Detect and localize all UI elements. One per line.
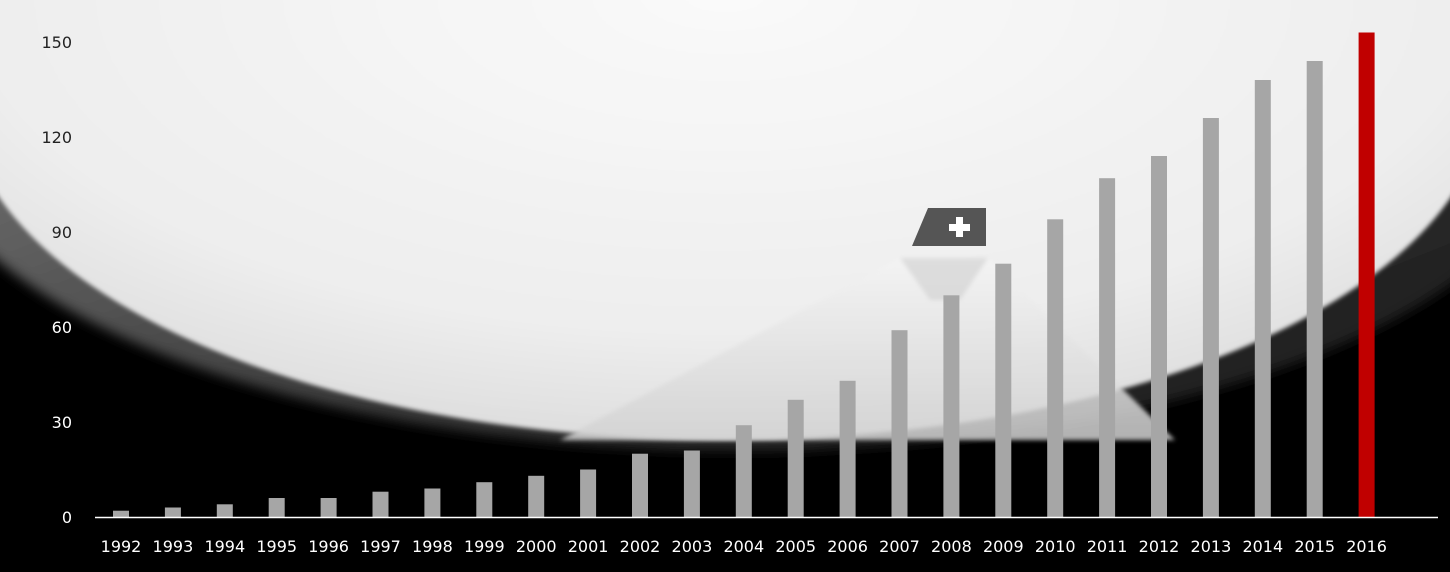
- bar-2009: [995, 263, 1012, 517]
- x-tick-label: 1995: [256, 537, 297, 556]
- y-tick-label: 120: [41, 128, 72, 147]
- y-axis-ticks: 0 30 60 90 120 150: [41, 33, 72, 527]
- x-tick-label: 2003: [672, 537, 713, 556]
- x-tick-label: 2013: [1191, 537, 1232, 556]
- y-tick-label: 0: [62, 508, 72, 527]
- bar-1998: [424, 488, 441, 517]
- y-tick-label: 90: [52, 223, 72, 242]
- bar-2006: [839, 380, 856, 517]
- x-tick-label: 2002: [620, 537, 661, 556]
- bar-2012: [1151, 156, 1167, 517]
- x-tick-label: 2012: [1139, 537, 1180, 556]
- bar-1993: [164, 507, 181, 517]
- x-tick-label: 2016: [1346, 537, 1387, 556]
- bar-1995: [268, 498, 285, 517]
- bar-2011: [1099, 178, 1116, 517]
- bar-2008: [943, 295, 960, 517]
- y-tick-label: 60: [52, 318, 72, 337]
- x-tick-label: 1998: [412, 537, 453, 556]
- y-tick-label: 30: [52, 413, 72, 432]
- swiss-cross-icon: [912, 208, 986, 246]
- bar-2003: [683, 450, 700, 517]
- x-tick-label: 1999: [464, 537, 505, 556]
- bar-2002: [632, 453, 648, 517]
- bar-2004: [735, 425, 752, 517]
- bar-1992: [113, 510, 129, 517]
- bar-1997: [372, 491, 389, 517]
- bar-2013: [1202, 118, 1219, 517]
- bar-1996: [320, 498, 337, 517]
- y-tick-label: 150: [41, 33, 72, 52]
- aircraft-tail-icon: [560, 258, 1175, 440]
- x-tick-label: 1996: [308, 537, 349, 556]
- x-tick-label: 2011: [1087, 537, 1128, 556]
- x-axis-ticks: 1992 1993 1994 1995 1996 1997 1998 1999 2000 2001…: [101, 537, 1387, 556]
- x-tick-label: 2008: [931, 537, 972, 556]
- x-tick-label: 2000: [516, 537, 557, 556]
- window-pane: [0, 0, 1450, 440]
- x-tick-label: 2006: [827, 537, 868, 556]
- x-tick-label: 1993: [153, 537, 194, 556]
- x-tick-label: 2009: [983, 537, 1024, 556]
- x-tick-label: 2004: [723, 537, 764, 556]
- x-tick-label: 2007: [879, 537, 920, 556]
- bar-2010: [1047, 219, 1064, 518]
- bar-1999: [476, 482, 493, 517]
- bar-1994: [216, 504, 233, 517]
- x-tick-label: 2014: [1242, 537, 1283, 556]
- x-tick-label: 1994: [204, 537, 245, 556]
- bar-2015: [1306, 61, 1323, 517]
- bar-2007: [891, 330, 908, 517]
- bar-2001: [580, 469, 597, 517]
- x-tick-label: 2015: [1294, 537, 1335, 556]
- x-tick-label: 2010: [1035, 537, 1076, 556]
- x-tick-label: 2005: [775, 537, 816, 556]
- bars-layer: [113, 32, 1375, 518]
- bar-2005: [787, 399, 804, 517]
- x-tick-label: 1992: [101, 537, 142, 556]
- bar-2000: [528, 475, 545, 517]
- bar-2016: [1358, 32, 1375, 517]
- bar-2014: [1254, 80, 1271, 517]
- x-tick-label: 2001: [568, 537, 609, 556]
- x-tick-label: 1997: [360, 537, 401, 556]
